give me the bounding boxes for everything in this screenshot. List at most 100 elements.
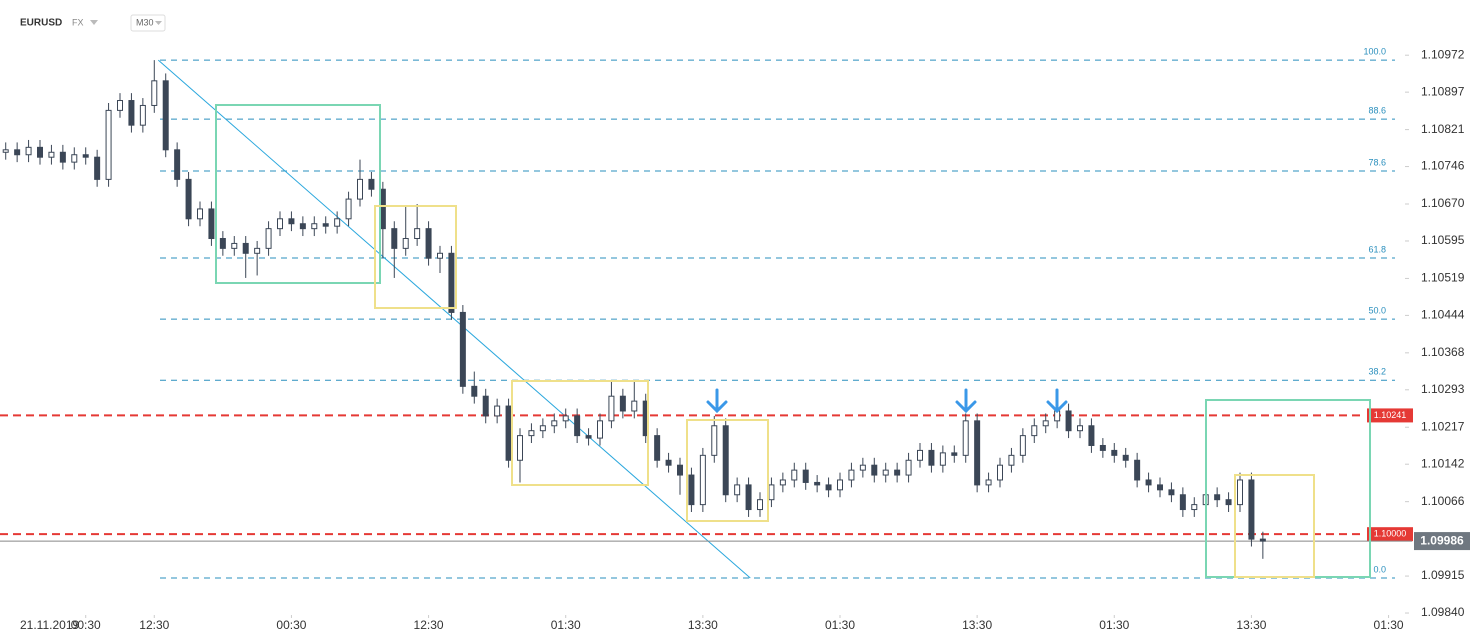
candle-body xyxy=(551,420,558,427)
candle-body xyxy=(859,464,866,471)
candle-body xyxy=(402,238,409,249)
candle-body xyxy=(1191,504,1198,511)
last-price-box xyxy=(1414,532,1470,551)
candle-body xyxy=(562,415,569,422)
candle-body xyxy=(939,452,946,466)
y-tick-label: 1.10293 xyxy=(1421,382,1465,396)
y-tick-label: 1.10368 xyxy=(1421,345,1465,359)
candle-body xyxy=(665,459,672,466)
level-label: 1.10241 xyxy=(1374,410,1407,420)
y-tick-label: 1.10746 xyxy=(1421,159,1465,173)
candle-body xyxy=(254,247,261,254)
y-tick-label: 1.10142 xyxy=(1421,456,1465,470)
candle-body xyxy=(608,395,615,422)
candle-body xyxy=(414,228,421,240)
candle-body xyxy=(574,415,581,437)
candle-body xyxy=(745,484,752,511)
y-tick-label: 1.09915 xyxy=(1421,568,1465,582)
arrow xyxy=(706,388,728,414)
candle-body xyxy=(1179,494,1186,511)
arrow xyxy=(1046,388,1068,414)
range-box xyxy=(686,419,769,522)
x-tick-label: 12:30 xyxy=(139,618,169,632)
candle-body xyxy=(299,223,306,230)
trendline xyxy=(157,59,751,579)
y-tick-label: 1.10217 xyxy=(1421,419,1465,433)
last-price-label: 1.09986 xyxy=(1420,533,1464,547)
candle-body xyxy=(482,395,489,417)
candle-body xyxy=(1168,489,1175,496)
interval-box[interactable] xyxy=(130,14,166,32)
candle-body xyxy=(94,156,101,180)
y-tick-label: 1.10066 xyxy=(1421,494,1465,508)
candle-body xyxy=(242,242,249,254)
y-tick-label: 1.10821 xyxy=(1421,122,1465,136)
candle-body xyxy=(448,252,455,313)
interval[interactable]: M30 xyxy=(136,17,154,27)
candle-body xyxy=(25,146,32,156)
candle-body xyxy=(357,178,363,200)
candle-body xyxy=(1019,435,1026,456)
candle-body xyxy=(37,146,43,158)
candle-body xyxy=(1225,499,1232,506)
candle-body xyxy=(722,425,729,496)
date-label: 21.11.2019 xyxy=(20,618,79,632)
candle-body xyxy=(688,474,695,506)
fib-label: 50.0 xyxy=(1368,305,1386,315)
candle-body xyxy=(928,449,935,466)
dropdown-icon[interactable] xyxy=(90,20,98,25)
fib-label: 78.6 xyxy=(1368,157,1386,167)
candle-body xyxy=(1157,484,1163,491)
x-tick-label: 13:30 xyxy=(962,618,992,632)
candle-body xyxy=(288,218,295,225)
level-label: 1.10000 xyxy=(1374,529,1407,539)
candle-body xyxy=(494,405,501,417)
candle-body xyxy=(219,238,226,249)
candle-body xyxy=(105,109,112,180)
arrow xyxy=(955,388,977,414)
fib-label: 88.6 xyxy=(1368,106,1386,116)
fib-label: 100.0 xyxy=(1363,46,1386,56)
y-tick-label: 1.10972 xyxy=(1421,47,1465,61)
fib-label: 38.2 xyxy=(1368,367,1386,377)
range-box xyxy=(374,205,457,309)
candle-body xyxy=(882,469,889,476)
candle-body xyxy=(231,242,238,249)
candle-body xyxy=(1237,479,1243,506)
candle-body xyxy=(974,420,981,486)
candle-body xyxy=(837,479,843,491)
candle-body xyxy=(734,484,741,496)
candle-body xyxy=(459,311,466,387)
fib-label: 0.0 xyxy=(1373,564,1386,574)
y-tick-label: 1.10444 xyxy=(1421,308,1465,322)
candle-body xyxy=(14,149,21,156)
range-box xyxy=(1205,399,1371,578)
candle-body xyxy=(322,223,329,227)
candle-body xyxy=(117,100,123,111)
candle-body xyxy=(528,430,535,437)
y-tick-label: 1.10595 xyxy=(1421,233,1465,247)
level-box xyxy=(1367,527,1413,542)
candle-body xyxy=(139,104,146,126)
candle-body xyxy=(162,80,169,151)
candle-body xyxy=(951,452,958,456)
range-box xyxy=(1234,474,1315,578)
symbol[interactable]: EURUSD xyxy=(20,18,62,29)
candle-body xyxy=(1099,444,1106,451)
candle-body xyxy=(848,469,855,481)
candle-body xyxy=(539,425,546,432)
y-tick-label: 1.09840 xyxy=(1421,605,1465,619)
x-tick-label: 00:30 xyxy=(71,618,101,632)
candle-body xyxy=(871,464,878,476)
candle-body xyxy=(379,188,386,230)
candle-body xyxy=(265,228,272,249)
candle-body xyxy=(517,435,523,461)
candle-body xyxy=(151,80,158,106)
candle-body xyxy=(962,420,969,456)
dropdown-icon[interactable] xyxy=(155,21,162,25)
candle-body xyxy=(334,218,341,227)
x-tick-label: 13:30 xyxy=(1236,618,1266,632)
candle-body xyxy=(71,154,78,163)
candle-body xyxy=(425,228,432,259)
range-box xyxy=(215,104,381,284)
